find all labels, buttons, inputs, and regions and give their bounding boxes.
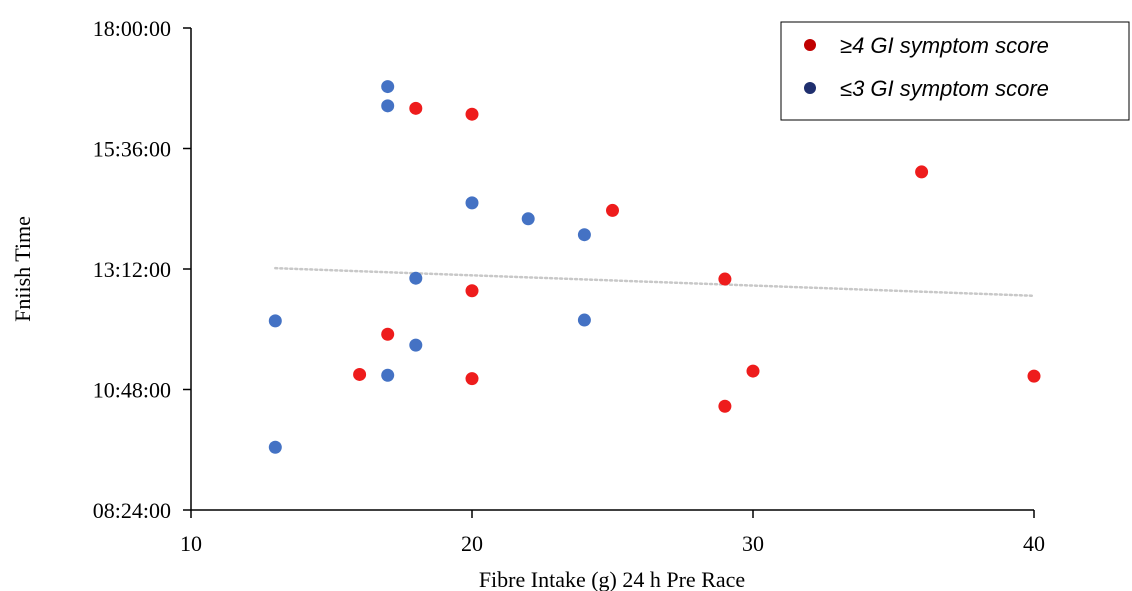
data-point-high-gi [465, 107, 479, 121]
y-tick-label: 08:24:00 [93, 498, 171, 523]
data-point-high-gi [606, 203, 619, 217]
data-point-high-gi [353, 367, 367, 381]
data-point-low-gi [409, 338, 423, 352]
data-point-low-gi [381, 80, 395, 94]
y-tick-label: 10:48:00 [93, 378, 171, 403]
legend: ≥4 GI symptom score ≤3 GI symptom score [780, 21, 1130, 121]
data-point-high-gi [718, 272, 732, 286]
data-point-high-gi [718, 399, 732, 413]
data-points-group [268, 80, 1041, 454]
x-tick-label: 40 [1023, 531, 1045, 556]
data-point-low-gi [465, 196, 479, 210]
legend-marker-low-gi [804, 82, 816, 94]
x-tick-label: 10 [180, 531, 202, 556]
y-tick-label: 13:12:00 [93, 257, 171, 282]
x-tick-label: 30 [742, 531, 764, 556]
data-point-high-gi [1027, 369, 1041, 383]
data-point-high-gi [381, 327, 395, 341]
legend-box [780, 21, 1130, 121]
y-tick-label: 18:00:00 [93, 16, 171, 41]
data-point-high-gi [746, 364, 760, 378]
data-point-low-gi [521, 212, 535, 226]
data-point-high-gi [465, 284, 479, 298]
legend-label-low-gi: ≤3 GI symptom score [840, 76, 1049, 101]
data-point-low-gi [409, 271, 423, 285]
legend-marker-high-gi [804, 39, 816, 51]
x-tick-label: 20 [461, 531, 483, 556]
trendline [274, 266, 1036, 298]
data-point-high-gi [915, 165, 929, 179]
data-point-low-gi [381, 368, 395, 382]
data-point-low-gi [577, 313, 591, 327]
trendline-group [274, 266, 1036, 298]
x-axis-title: Fibre Intake (g) 24 h Pre Race [479, 567, 745, 591]
data-point-low-gi [268, 440, 282, 454]
data-point-low-gi [577, 228, 591, 242]
legend-label-high-gi: ≥4 GI symptom score [840, 33, 1049, 58]
data-point-high-gi [409, 101, 423, 115]
y-axis-title: Fniish Time [10, 216, 35, 322]
data-point-low-gi [268, 314, 282, 328]
data-point-low-gi [381, 99, 395, 113]
axis-ticks: 10 20 30 40 08:24:00 10:48:00 13:12:00 15:36:00… [93, 16, 1045, 556]
y-tick-label: 15:36:00 [93, 137, 171, 162]
data-point-high-gi [465, 372, 479, 386]
